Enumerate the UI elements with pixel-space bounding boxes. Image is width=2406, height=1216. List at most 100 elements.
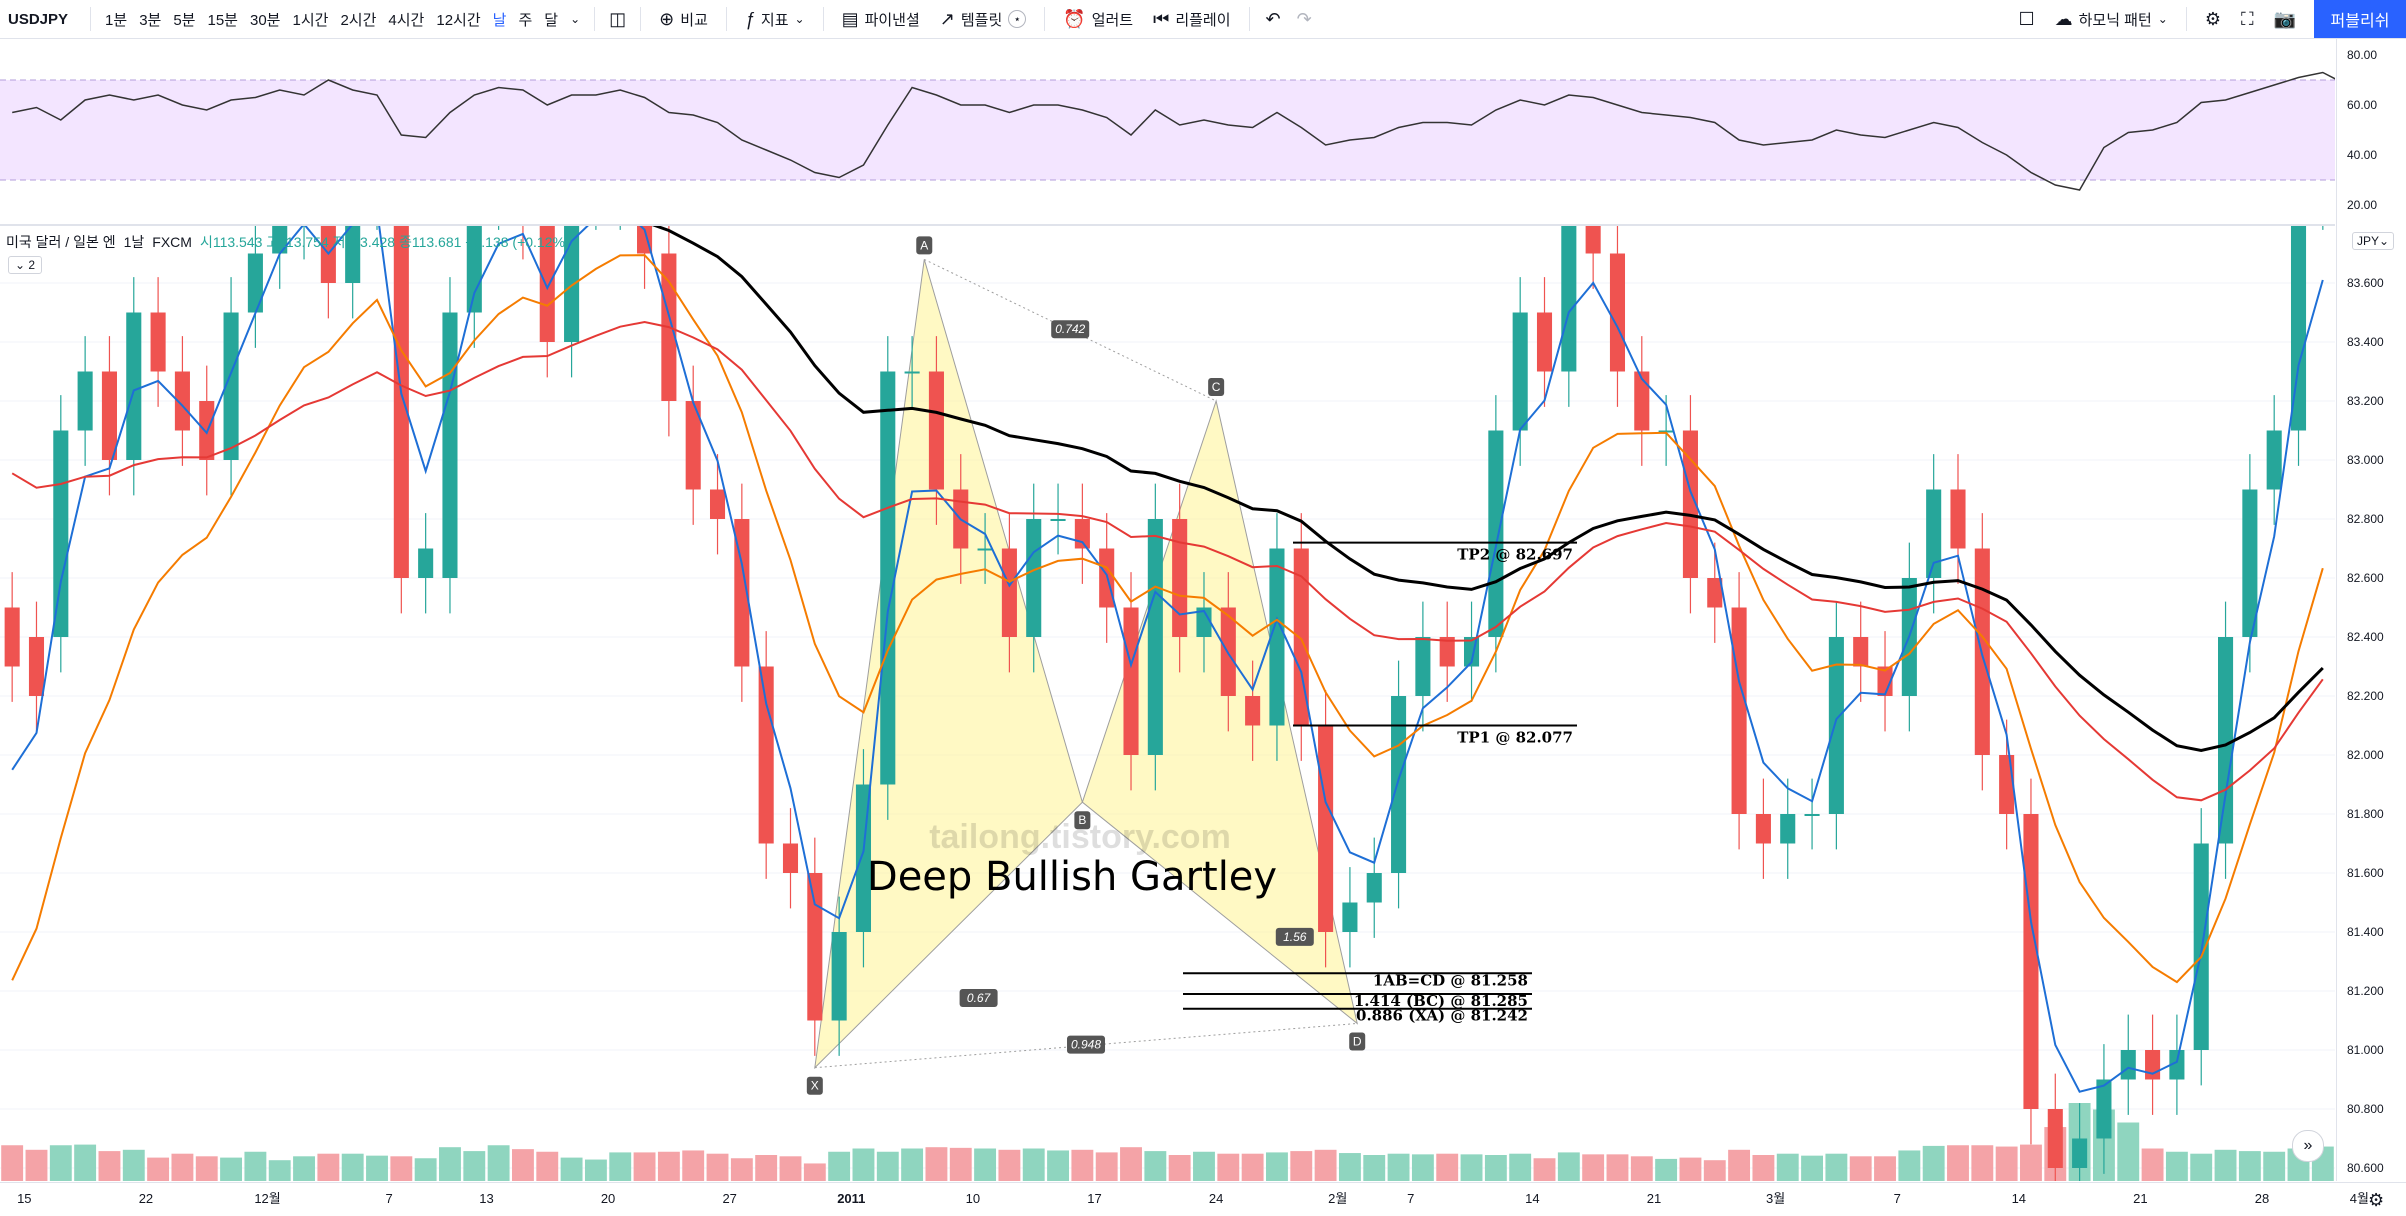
price-axis-label: 81.000 <box>2347 1043 2384 1057</box>
time-axis-label: 17 <box>1087 1191 1101 1206</box>
price-axis-label: 81.400 <box>2347 925 2384 939</box>
template-button[interactable]: ↗ 템플릿 ⋆ <box>930 9 1037 30</box>
replay-label: 리플레이 <box>1175 11 1231 29</box>
interval-15m[interactable]: 15분 <box>207 11 239 29</box>
legend-collapse-button[interactable]: ⌄ 2 <box>8 256 43 274</box>
candle-body <box>77 371 93 431</box>
ratio-badge <box>1051 320 1090 339</box>
rsi-pane[interactable] <box>0 39 2335 225</box>
checkbox-icon[interactable]: ☐ <box>2018 9 2035 29</box>
interval-3m[interactable]: 3분 <box>139 11 162 29</box>
candle-body <box>1950 489 1966 549</box>
interval-day[interactable]: 날 <box>492 11 507 29</box>
candle-body <box>1536 312 1553 372</box>
candle-body <box>1147 519 1163 755</box>
candle-body <box>4 607 20 667</box>
interval-week[interactable]: 주 <box>518 11 533 29</box>
candle-body <box>150 312 166 372</box>
interval-4h[interactable]: 4시간 <box>388 11 425 29</box>
harmonic-button[interactable]: ☁ 하모닉 패턴 ⌄ <box>2045 9 2178 30</box>
interval-5m[interactable]: 5분 <box>173 11 196 29</box>
redo-icon[interactable]: ↷ <box>1296 9 1312 29</box>
replay-icon: ⏮ <box>1153 9 1170 29</box>
price-axis-label: 81.200 <box>2347 984 2384 998</box>
alert-button[interactable]: ⏰ 얼러트 <box>1053 9 1143 30</box>
ema-slow-line <box>11 320 2324 802</box>
volume-bar <box>2141 1148 2164 1181</box>
time-axis[interactable]: 15 22 12월 7 13 20 27 2011 10 17 24 2월 7 14 21 3월 7 14 21 28… <box>0 1182 2406 1216</box>
symbol-name[interactable]: USDJPY <box>8 10 69 28</box>
replay-button[interactable]: ⏮ 리플레이 <box>1143 9 1240 30</box>
indicators-button[interactable]: ƒ 지표 ⌄ <box>735 9 815 30</box>
volume-bar <box>1168 1155 1191 1181</box>
ratio-label: 0.742 <box>1055 322 1085 336</box>
volume-bar <box>2190 1153 2213 1181</box>
gear-icon[interactable]: ⚙ <box>2204 9 2221 29</box>
ema-mid-line <box>11 254 2324 984</box>
ema-long-line <box>651 226 2324 753</box>
interval-2h[interactable]: 2시간 <box>340 11 377 29</box>
price-axis-label: 82.800 <box>2347 512 2384 526</box>
cloud-icon: ☁ <box>2054 9 2073 29</box>
volume-bar <box>268 1160 291 1181</box>
time-axis-label: 15 <box>17 1191 31 1206</box>
ratio-badge <box>1275 927 1314 946</box>
time-axis-label: 21 <box>1647 1191 1661 1206</box>
candle-body <box>709 489 726 519</box>
candle-body <box>2266 430 2282 490</box>
volume-bar <box>439 1147 461 1181</box>
price-pane[interactable]: X A B C D 0.67 0.742 1.56 0.948 tailong.tistory.c… <box>0 226 2335 1181</box>
currency-badge[interactable]: JPY⌄ <box>2352 232 2395 250</box>
volume-bar <box>1655 1158 1678 1181</box>
price-axis[interactable]: 80.00 60.00 40.00 20.00 83.600 83.400 83.200 83… <box>2336 39 2406 1181</box>
price-axis-label: 80.600 <box>2347 1161 2384 1175</box>
chevron-down-icon[interactable]: ⌄ <box>570 12 581 26</box>
undo-icon[interactable]: ↶ <box>1265 9 1281 29</box>
price-axis-label: 81.600 <box>2347 866 2384 880</box>
candle-body <box>928 371 944 490</box>
candles-icon[interactable]: ◫ <box>609 9 627 29</box>
candle-body <box>1318 725 1334 932</box>
rsi-axis-label: 80.00 <box>2347 48 2377 62</box>
interval-12h[interactable]: 12시간 <box>436 11 481 29</box>
pattern-point-badge <box>916 236 933 255</box>
volume-bar <box>1776 1153 1799 1181</box>
candle-body <box>126 312 142 460</box>
interval-1h[interactable]: 1시간 <box>292 11 329 29</box>
rsi-axis-label: 20.00 <box>2347 198 2377 212</box>
rsi-axis-label: 40.00 <box>2347 148 2377 162</box>
fullscreen-icon[interactable]: ⛶ <box>2240 9 2254 29</box>
price-axis-label: 82.600 <box>2347 571 2384 585</box>
volume-bar <box>730 1158 753 1181</box>
candle-body <box>2145 1050 2161 1080</box>
scroll-to-realtime-button[interactable]: » <box>2292 1130 2324 1162</box>
compare-button[interactable]: ⊕ 비교 <box>649 9 718 30</box>
interval-1m[interactable]: 1분 <box>105 11 128 29</box>
fx-icon: ƒ <box>744 9 755 29</box>
pine-button[interactable]: ▤ 파이낸셜 <box>832 9 930 30</box>
volume-bar <box>487 1145 510 1181</box>
target-level-label: 1AB=CD @ 81.258 <box>1373 971 1528 989</box>
legend-title[interactable]: 미국 달러 / 일본 엔 <box>6 234 116 250</box>
chart-legend: 미국 달러 / 일본 엔 1날 FXCM 시113.543 고113.754 저… <box>6 232 570 252</box>
interval-30m[interactable]: 30분 <box>250 11 281 29</box>
candle-body <box>1780 814 1796 844</box>
candle-body <box>1269 548 1285 726</box>
volume-bar <box>1533 1158 1556 1181</box>
axis-settings-gear-icon[interactable]: ⚙ <box>2368 1190 2385 1210</box>
candle-body <box>880 371 896 785</box>
pane-divider[interactable] <box>0 224 2335 226</box>
candle-body <box>1585 226 1601 254</box>
volume-bar <box>876 1151 899 1181</box>
volume-bar <box>1 1145 24 1181</box>
publish-button[interactable]: 퍼블리쉬 <box>2314 0 2406 38</box>
candle-body <box>53 430 69 637</box>
target-level-label: TP1 @ 82.077 <box>1457 729 1573 747</box>
volume-bar <box>1582 1154 1605 1181</box>
candle-body <box>831 932 847 1021</box>
candle-body <box>1853 637 1869 667</box>
camera-icon[interactable]: 📷 <box>2273 9 2296 29</box>
ratio-label: 0.948 <box>1071 1038 1101 1052</box>
interval-month[interactable]: 달 <box>544 11 559 29</box>
candle-body <box>2072 1138 2088 1168</box>
